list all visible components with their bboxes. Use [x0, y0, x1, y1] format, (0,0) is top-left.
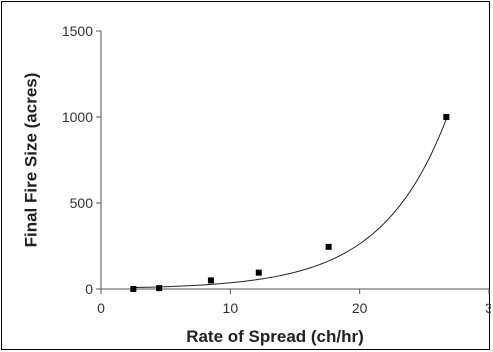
x-tick-label: 0: [97, 300, 105, 316]
data-point: [156, 285, 163, 292]
y-tick-label: 1500: [62, 23, 93, 39]
x-tick-label: 3: [485, 300, 491, 316]
data-point: [325, 243, 332, 250]
axes: [100, 31, 489, 290]
trendline: [133, 118, 447, 289]
y-tick-label: 0: [85, 281, 93, 297]
x-tick-label: 10: [223, 300, 239, 316]
y-tick-label: 1000: [62, 109, 93, 125]
y-axis-title: Final Fire Size (acres): [21, 73, 40, 248]
x-tick-label: 20: [352, 300, 368, 316]
y-tick-label: 500: [70, 195, 94, 211]
data-points: [130, 114, 450, 292]
data-point: [443, 114, 450, 120]
x-axis-title: Rate of Spread (ch/hr): [186, 327, 364, 346]
data-point: [130, 286, 137, 292]
data-point: [255, 269, 262, 276]
data-point: [207, 277, 214, 284]
